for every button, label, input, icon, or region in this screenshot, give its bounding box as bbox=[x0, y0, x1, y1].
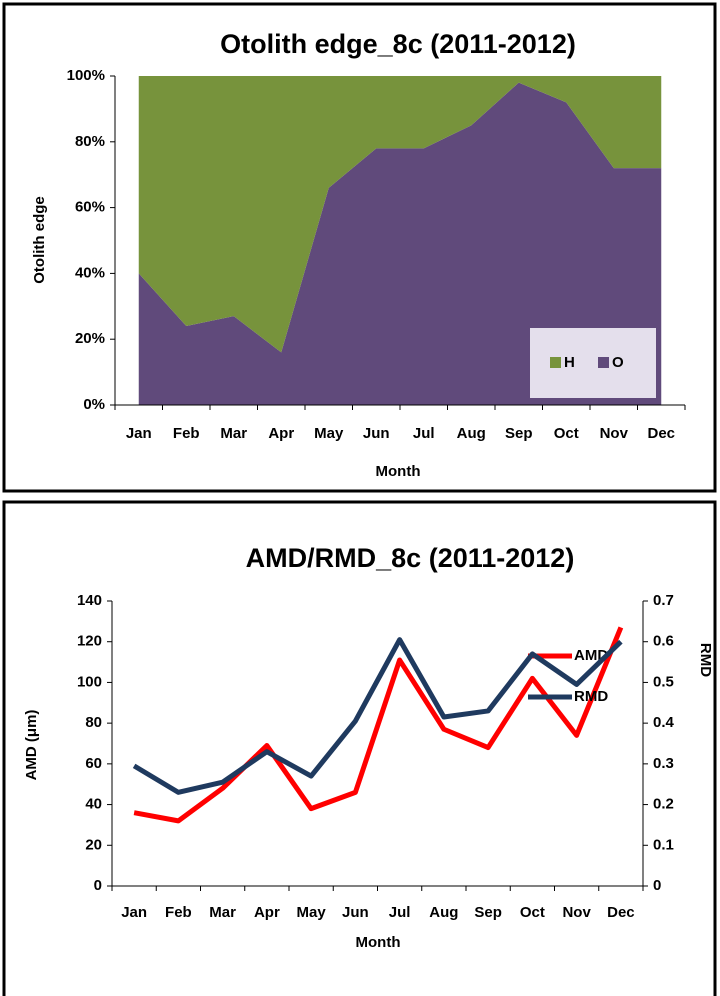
line bbox=[132, 637, 623, 795]
y-tick-label: 80% bbox=[75, 133, 105, 150]
x-tick-label: Jul bbox=[389, 904, 411, 921]
y-tick-label: 0% bbox=[83, 396, 105, 413]
x-tick-label: Sep bbox=[505, 425, 533, 442]
y-tick-label: 40 bbox=[85, 796, 102, 813]
x-tick-label: Jun bbox=[342, 904, 369, 921]
x-tick-label: Mar bbox=[209, 904, 236, 921]
y-tick-label: 40% bbox=[75, 264, 105, 281]
x-tick-label: Aug bbox=[457, 425, 486, 442]
x-tick-label: Sep bbox=[474, 904, 502, 921]
legend-label: H bbox=[564, 354, 575, 371]
y-tick-label: 100% bbox=[67, 67, 105, 84]
x-tick-label: Dec bbox=[647, 425, 675, 442]
y2-axis-label: RMD bbox=[697, 643, 714, 677]
y-tick-label: 60 bbox=[85, 755, 102, 772]
y-tick-label: 100 bbox=[77, 673, 102, 690]
x-tick-label: Nov bbox=[562, 904, 591, 921]
x-axis-label: Month bbox=[376, 463, 421, 480]
x-tick-label: May bbox=[314, 425, 344, 442]
y-tick-label: 80 bbox=[85, 714, 102, 731]
y-tick-label: 20 bbox=[85, 836, 102, 853]
x-tick-label: Jan bbox=[126, 425, 152, 442]
y-tick-label: 0.1 bbox=[653, 836, 674, 853]
legend-swatch bbox=[598, 357, 609, 368]
x-tick-label: Oct bbox=[554, 425, 579, 442]
legend-label: O bbox=[612, 354, 624, 371]
x-tick-label: Dec bbox=[607, 904, 635, 921]
y-tick-label: 0 bbox=[94, 877, 102, 894]
x-tick-label: Nov bbox=[600, 425, 629, 442]
legend-label: RMD bbox=[574, 688, 608, 705]
x-tick-label: Jul bbox=[413, 425, 435, 442]
x-axis-label: Month bbox=[356, 934, 401, 951]
y-tick-label: 0.7 bbox=[653, 592, 674, 609]
x-tick-label: Jun bbox=[363, 425, 390, 442]
y-tick-label: 120 bbox=[77, 633, 102, 650]
chart-frame bbox=[2, 500, 717, 996]
x-tick-label: Feb bbox=[173, 425, 200, 442]
y-tick-label: 0.5 bbox=[653, 673, 674, 690]
x-tick-label: Mar bbox=[220, 425, 247, 442]
area bbox=[138, 82, 662, 405]
y-axis-label: AMD (μm) bbox=[23, 710, 40, 781]
legend-swatch bbox=[550, 357, 561, 368]
y-tick-label: 60% bbox=[75, 199, 105, 216]
x-tick-label: Feb bbox=[165, 904, 192, 921]
chart-title: Otolith edge_8c (2011-2012) bbox=[220, 29, 576, 59]
y-axis-label: Otolith edge bbox=[31, 196, 48, 284]
y-tick-label: 0.6 bbox=[653, 633, 674, 650]
y-tick-label: 140 bbox=[77, 592, 102, 609]
y-tick-label: 20% bbox=[75, 330, 105, 347]
legend-box bbox=[530, 328, 656, 398]
y-tick-label: 0.3 bbox=[653, 755, 674, 772]
x-tick-label: Oct bbox=[520, 904, 545, 921]
area bbox=[138, 76, 662, 353]
x-tick-label: Aug bbox=[429, 904, 458, 921]
chart-title: AMD/RMD_8c (2011-2012) bbox=[246, 543, 575, 573]
x-tick-label: May bbox=[297, 904, 327, 921]
chart-frame bbox=[2, 2, 717, 493]
y-tick-label: 0.2 bbox=[653, 796, 674, 813]
x-tick-label: Apr bbox=[254, 904, 280, 921]
line bbox=[133, 626, 624, 824]
x-tick-label: Jan bbox=[121, 904, 147, 921]
y-tick-label: 0 bbox=[653, 877, 661, 894]
x-tick-label: Apr bbox=[268, 425, 294, 442]
y-tick-label: 0.4 bbox=[653, 714, 675, 731]
